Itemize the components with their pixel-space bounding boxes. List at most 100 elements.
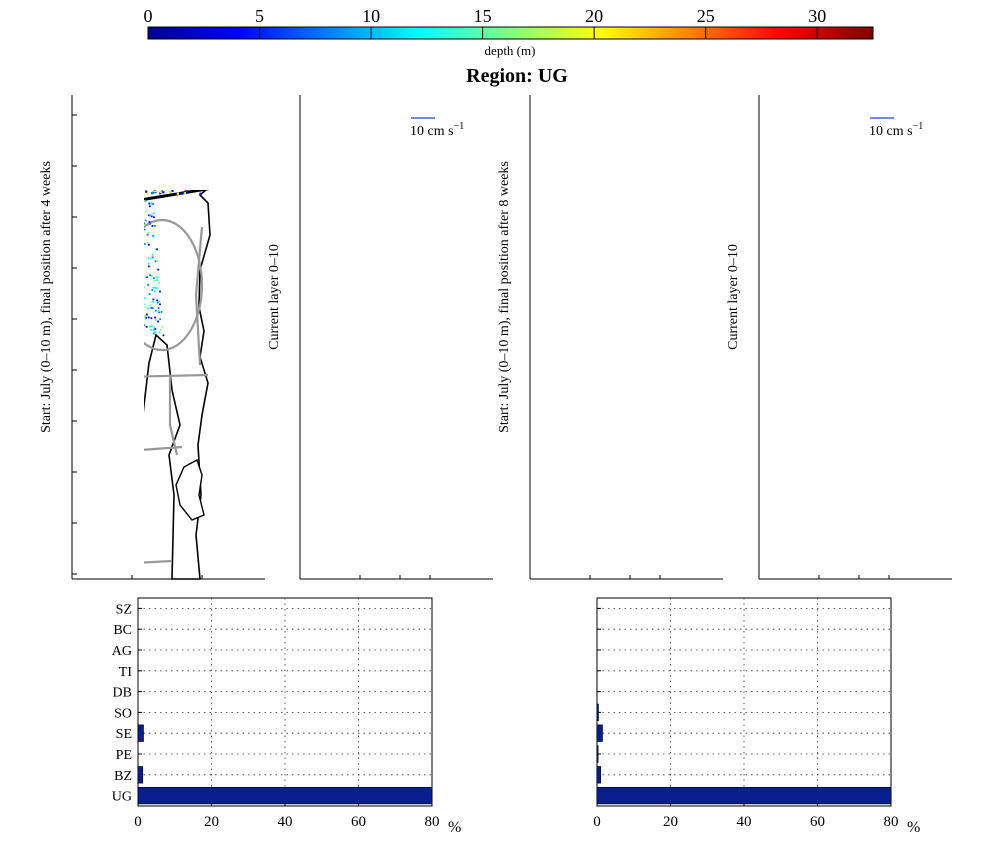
colorbar-tick-label: 5: [255, 6, 264, 26]
current-vector: [426, 148, 430, 152]
particle: [169, 152, 171, 154]
current-vector: [833, 258, 844, 260]
region-boundaries: [572, 220, 666, 565]
scale-label: 10 cm s−1: [410, 121, 464, 139]
map-panel-3: Start: July (0–10 m), final position aft…: [497, 95, 723, 580]
current-vector: [820, 456, 826, 462]
current-vector: [830, 126, 835, 129]
current-vector: [372, 203, 376, 208]
particle: [626, 153, 628, 155]
current-vector: [855, 255, 862, 258]
particle: [604, 160, 606, 162]
particle: [150, 317, 153, 320]
current-vector: [430, 225, 438, 231]
current-vector: [389, 192, 394, 201]
particle: [610, 296, 612, 298]
particle: [162, 155, 164, 157]
particle: [178, 171, 180, 173]
particle: [610, 163, 612, 165]
particle: [167, 142, 169, 144]
current-vector: [881, 566, 889, 570]
current-vector: [823, 170, 826, 176]
current-vector: [800, 533, 808, 540]
particle: [643, 254, 645, 256]
current-vector: [340, 271, 341, 280]
current-vector: [873, 222, 880, 225]
current-vector: [421, 280, 422, 289]
current-vector: [425, 390, 430, 396]
current-vector: [799, 302, 801, 309]
particle: [639, 300, 641, 302]
particle: [174, 180, 176, 182]
particle: [635, 184, 637, 186]
current-vector: [838, 280, 844, 286]
particle: [635, 183, 637, 185]
particle: [633, 302, 635, 304]
particle: [160, 135, 162, 137]
particle: [616, 139, 618, 141]
particle: [621, 150, 623, 152]
particle: [155, 276, 158, 279]
particle: [612, 129, 614, 131]
region-line: [144, 373, 209, 378]
particle: [604, 183, 606, 185]
particle: [159, 139, 161, 141]
particle: [154, 157, 156, 159]
current-vector: [830, 511, 835, 521]
current-vector: [816, 511, 817, 516]
current-vector: [862, 511, 871, 518]
particle: [143, 177, 145, 179]
particle: [599, 197, 601, 199]
particle: [598, 217, 600, 219]
current-vector: [349, 252, 353, 258]
category-label: SZ: [116, 602, 132, 617]
particle: [624, 143, 626, 145]
particle: [647, 250, 649, 252]
current-vector: [886, 379, 889, 389]
particle: [189, 187, 191, 189]
particle: [625, 258, 627, 260]
current-vector: [862, 355, 871, 357]
current-vector: [866, 467, 871, 472]
region-line: [827, 447, 869, 450]
particle: [627, 144, 629, 146]
particle: [150, 138, 152, 140]
particle: [149, 167, 151, 169]
particle: [618, 333, 620, 335]
current-vector: [412, 445, 421, 451]
particle: [160, 164, 162, 166]
current-vector: [420, 511, 421, 516]
x-tick-label: 60: [810, 814, 825, 830]
current-vector: [421, 214, 430, 223]
particle: [145, 158, 147, 160]
particle: [629, 271, 631, 273]
particle: [147, 176, 149, 178]
particle: [611, 129, 613, 131]
current-vector: [835, 236, 844, 237]
current-vector: [887, 467, 889, 480]
particle: [150, 215, 153, 218]
particle: [131, 246, 133, 248]
particle: [617, 130, 619, 132]
particle: [615, 300, 617, 302]
particle: [182, 182, 184, 184]
particle: [620, 177, 622, 179]
particle: [150, 325, 153, 328]
particle: [615, 146, 617, 148]
current-vector: [410, 291, 412, 299]
current-vector: [798, 280, 799, 287]
current-vector: [795, 478, 799, 483]
particle: [610, 173, 612, 175]
current-vector: [882, 220, 889, 225]
particle: [151, 130, 153, 132]
particle: [614, 168, 616, 170]
particle: [169, 170, 171, 172]
particle: [152, 176, 154, 178]
particle: [139, 325, 141, 327]
particle: [617, 141, 619, 143]
particle: [147, 168, 149, 170]
current-vector: [379, 555, 385, 562]
particle: [171, 161, 173, 163]
particle: [637, 280, 639, 282]
current-vector: [366, 390, 367, 403]
